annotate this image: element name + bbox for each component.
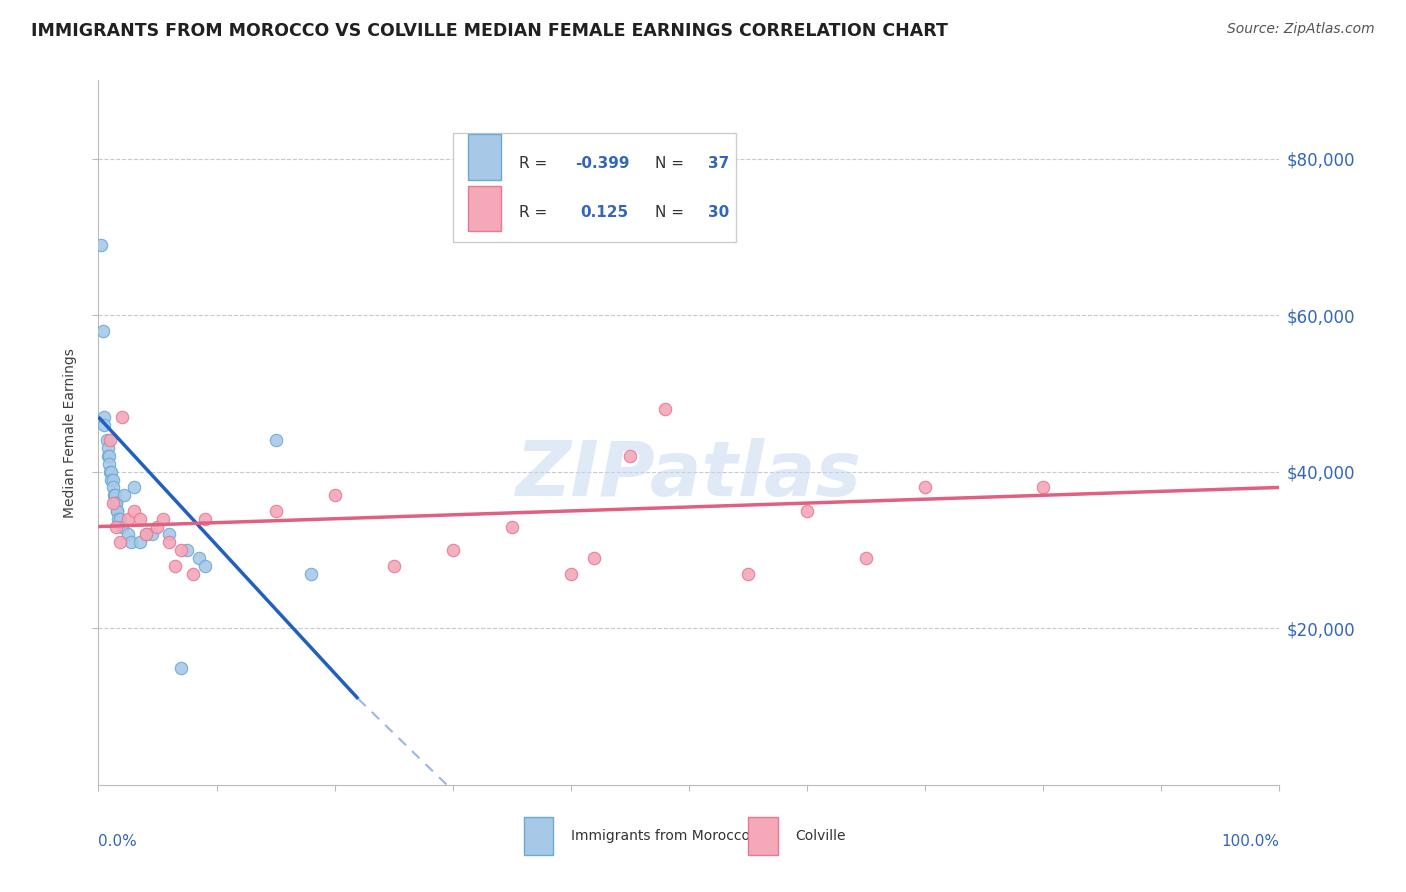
Point: [181, 566, 204, 581]
Text: N =: N =: [655, 156, 689, 171]
Point: [98, 449, 121, 463]
Point: [97, 449, 120, 463]
Point: [96, 434, 118, 448]
Point: [146, 519, 169, 533]
Point: [111, 409, 134, 424]
Point: [97, 442, 120, 456]
Point: [107, 512, 129, 526]
Point: [105, 496, 128, 510]
Point: [152, 512, 174, 526]
Text: ZIPatlas: ZIPatlas: [516, 438, 862, 512]
Point: [98, 457, 121, 471]
Point: [112, 488, 135, 502]
Point: [101, 473, 124, 487]
Point: [441, 543, 464, 558]
Point: [187, 550, 209, 565]
Point: [100, 473, 122, 487]
Point: [98, 465, 121, 479]
Point: [157, 535, 180, 549]
Text: 30: 30: [707, 205, 730, 220]
Point: [299, 566, 322, 581]
FancyBboxPatch shape: [468, 186, 501, 231]
Text: N =: N =: [655, 205, 689, 220]
Text: Source: ZipAtlas.com: Source: ZipAtlas.com: [1227, 22, 1375, 37]
Point: [90, 237, 112, 252]
Text: Colville: Colville: [796, 829, 846, 843]
Point: [93, 417, 115, 432]
Point: [104, 488, 127, 502]
Point: [117, 512, 139, 526]
Text: 100.0%: 100.0%: [1222, 834, 1279, 849]
Text: 0.0%: 0.0%: [98, 834, 138, 849]
Point: [122, 480, 145, 494]
Point: [111, 519, 134, 533]
Point: [105, 504, 128, 518]
Point: [796, 504, 818, 518]
Point: [108, 512, 131, 526]
Point: [619, 449, 641, 463]
Point: [170, 543, 193, 558]
Point: [128, 535, 150, 549]
Point: [157, 527, 180, 541]
Point: [117, 527, 139, 541]
Text: 0.125: 0.125: [581, 205, 628, 220]
Point: [121, 535, 143, 549]
Point: [382, 558, 405, 573]
Point: [560, 566, 582, 581]
Point: [122, 504, 145, 518]
Point: [264, 434, 287, 448]
Point: [194, 512, 217, 526]
Point: [105, 519, 128, 533]
Point: [141, 527, 163, 541]
Point: [737, 566, 759, 581]
Point: [165, 558, 187, 573]
Point: [501, 519, 523, 533]
Point: [128, 512, 150, 526]
Text: IMMIGRANTS FROM MOROCCO VS COLVILLE MEDIAN FEMALE EARNINGS CORRELATION CHART: IMMIGRANTS FROM MOROCCO VS COLVILLE MEDI…: [31, 22, 948, 40]
Point: [855, 550, 877, 565]
Point: [103, 488, 125, 502]
Point: [91, 324, 114, 338]
Point: [105, 504, 128, 518]
Point: [135, 527, 157, 541]
Point: [170, 660, 193, 674]
Text: R =: R =: [519, 205, 553, 220]
Text: -0.399: -0.399: [575, 156, 630, 171]
Text: 37: 37: [707, 156, 730, 171]
FancyBboxPatch shape: [468, 135, 501, 180]
Point: [93, 409, 115, 424]
Point: [98, 434, 121, 448]
Point: [194, 558, 217, 573]
Point: [101, 496, 124, 510]
Point: [1032, 480, 1054, 494]
Point: [100, 465, 122, 479]
Point: [108, 535, 131, 549]
Y-axis label: Median Female Earnings: Median Female Earnings: [63, 348, 77, 517]
Point: [135, 527, 157, 541]
FancyBboxPatch shape: [748, 817, 778, 855]
Point: [105, 496, 128, 510]
Point: [101, 480, 124, 494]
Point: [654, 402, 676, 417]
Point: [323, 488, 346, 502]
FancyBboxPatch shape: [453, 133, 737, 243]
Text: Immigrants from Morocco: Immigrants from Morocco: [571, 829, 749, 843]
Point: [914, 480, 936, 494]
FancyBboxPatch shape: [523, 817, 553, 855]
Point: [176, 543, 198, 558]
Point: [264, 504, 287, 518]
Point: [583, 550, 606, 565]
Text: R =: R =: [519, 156, 553, 171]
